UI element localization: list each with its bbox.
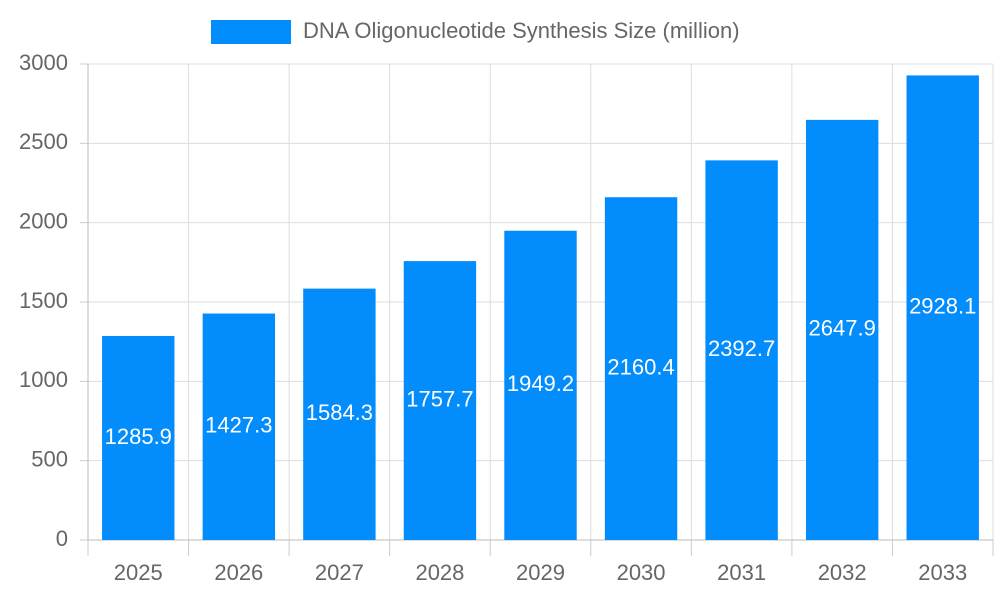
y-tick-label: 2500 bbox=[19, 129, 68, 154]
y-tick-label: 0 bbox=[56, 526, 68, 551]
value-label: 2647.9 bbox=[809, 316, 876, 341]
x-tick-label: 2025 bbox=[114, 560, 163, 585]
bar bbox=[504, 230, 577, 540]
bar bbox=[805, 119, 879, 541]
legend-label: DNA Oligonucleotide Synthesis Size (mill… bbox=[303, 18, 740, 43]
x-tick-label: 2028 bbox=[415, 560, 464, 585]
y-tick-label: 2000 bbox=[19, 208, 68, 233]
bar bbox=[705, 160, 778, 540]
value-label: 1584.3 bbox=[306, 400, 373, 425]
y-tick-label: 1500 bbox=[19, 288, 68, 313]
y-tick-label: 3000 bbox=[19, 50, 68, 75]
x-tick-label: 2033 bbox=[918, 560, 967, 585]
bar bbox=[403, 261, 477, 540]
bar bbox=[202, 313, 276, 540]
value-label: 1427.3 bbox=[205, 413, 272, 438]
x-tick-label: 2031 bbox=[717, 560, 766, 585]
x-tick-label: 2026 bbox=[214, 560, 263, 585]
x-tick-label: 2029 bbox=[516, 560, 565, 585]
value-label: 2392.7 bbox=[708, 336, 775, 361]
y-tick-label: 500 bbox=[31, 446, 68, 471]
bar bbox=[906, 75, 979, 540]
legend-swatch bbox=[211, 20, 291, 44]
y-tick-label: 1000 bbox=[19, 367, 68, 392]
value-label: 1285.9 bbox=[105, 424, 172, 449]
value-label: 1949.2 bbox=[507, 371, 574, 396]
bar bbox=[303, 288, 376, 540]
x-tick-label: 2032 bbox=[818, 560, 867, 585]
bar bbox=[604, 197, 678, 540]
x-tick-label: 2027 bbox=[315, 560, 364, 585]
value-label: 1757.7 bbox=[406, 386, 473, 411]
bar bbox=[102, 335, 175, 540]
value-label: 2928.1 bbox=[909, 294, 976, 319]
x-tick-label: 2030 bbox=[617, 560, 666, 585]
value-label: 2160.4 bbox=[607, 354, 674, 379]
